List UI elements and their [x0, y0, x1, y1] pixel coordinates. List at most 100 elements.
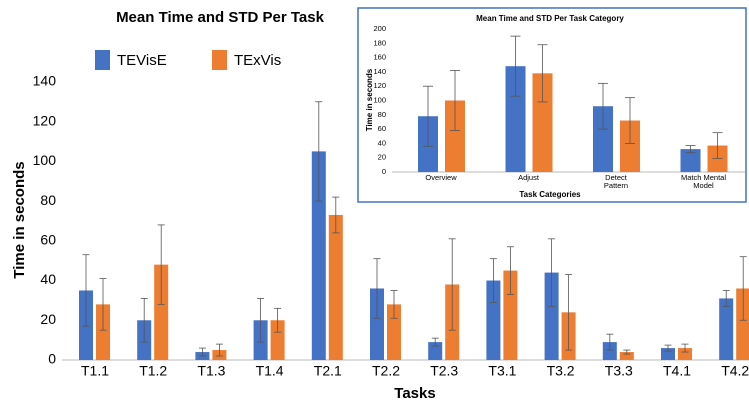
x-tick-label: T3.3: [605, 363, 633, 379]
error-bar: [739, 256, 747, 321]
x-tick-label-box: Overview: [425, 174, 457, 182]
error-bar: [681, 343, 689, 353]
legend-swatch: [212, 50, 227, 70]
bar: [661, 348, 675, 360]
y-tick-label: 120: [33, 112, 57, 128]
bar: [328, 214, 343, 360]
y-tick-label: 140: [33, 73, 57, 89]
error-bar: [99, 278, 107, 331]
error-bar: [448, 238, 456, 331]
bar: [270, 320, 285, 360]
bar: [428, 342, 443, 360]
error-bar: [565, 274, 573, 351]
x-tick-label: T1.2: [139, 363, 167, 379]
y-tick-label: 120: [373, 81, 386, 90]
x-tick-label: T2.2: [372, 363, 400, 379]
error-bar: [257, 298, 265, 343]
bar: [620, 120, 640, 172]
bar: [680, 149, 701, 172]
x-tick-label: T1.1: [81, 363, 109, 379]
bar: [602, 342, 617, 360]
bar: [311, 151, 326, 360]
error-bar: [685, 145, 696, 154]
x-tick-label: Overview: [425, 174, 457, 182]
error-bar: [431, 337, 439, 347]
error-bar: [548, 238, 556, 307]
x-tick-label-box: Adjust: [518, 174, 539, 182]
error-bar: [423, 85, 433, 147]
x-tick-label: T1.4: [256, 363, 284, 379]
y-tick-label: 20: [40, 311, 56, 327]
error-bar: [450, 70, 460, 131]
chart-title: Mean Time and STD Per Task: [116, 9, 325, 26]
bar: [678, 348, 692, 360]
y-axis-label: Time in seconds: [11, 161, 28, 278]
x-tick-label: T3.1: [488, 363, 516, 379]
error-bar: [332, 196, 340, 234]
x-tick-label: Match Mental Model: [680, 174, 727, 190]
error-bar: [625, 97, 635, 144]
error-bar: [82, 254, 90, 327]
error-bar: [198, 347, 206, 357]
x-tick-label-box: Detect Pattern: [603, 174, 629, 190]
x-tick-label-box: Match Mental Model: [680, 174, 727, 190]
legend-label: TEVisE: [117, 52, 167, 69]
y-tick-label: 80: [40, 192, 56, 208]
bar: [593, 106, 613, 172]
y-tick-label: 20: [378, 153, 386, 162]
error-bar: [664, 344, 672, 352]
bar: [503, 270, 518, 360]
y-tick-label: 160: [373, 53, 386, 62]
bar: [619, 352, 634, 360]
bar: [486, 280, 501, 360]
bar: [532, 73, 553, 172]
y-axis-label: Time in seconds: [365, 68, 374, 131]
x-axis-label: Tasks: [394, 385, 435, 402]
y-tick-label: 40: [40, 271, 56, 287]
bar: [154, 264, 169, 360]
error-bar: [606, 333, 614, 351]
error-bar: [373, 258, 381, 319]
bar: [445, 100, 465, 172]
error-bar: [489, 258, 497, 303]
error-bar: [140, 298, 148, 343]
y-tick-label: 200: [373, 24, 386, 33]
x-tick-label: T2.1: [314, 363, 342, 379]
y-tick-label: 100: [33, 152, 57, 168]
bar: [719, 298, 734, 360]
error-bar: [215, 343, 223, 357]
legend-label: TExVis: [234, 52, 281, 69]
error-bar: [315, 101, 323, 202]
chart-title: Mean Time and STD Per Task Category: [476, 14, 624, 23]
y-tick-label: 80: [378, 110, 386, 119]
x-tick-label: T2.3: [430, 363, 458, 379]
error-bar: [598, 82, 608, 130]
bar: [544, 272, 559, 360]
bar: [736, 288, 749, 360]
error-bar: [506, 246, 514, 295]
bar: [505, 66, 526, 172]
error-bar: [722, 290, 730, 307]
y-tick-label: 0: [382, 167, 386, 176]
y-tick-label: 180: [373, 38, 386, 47]
error-bar: [510, 35, 521, 97]
x-tick-label: T1.3: [197, 363, 225, 379]
y-tick-label: 140: [373, 67, 386, 76]
x-tick-label: T3.2: [547, 363, 575, 379]
y-tick-label: 40: [378, 138, 386, 147]
legend-swatch: [95, 50, 110, 70]
x-tick-label: T4.1: [663, 363, 691, 379]
x-tick-label: T4.2: [721, 363, 749, 379]
error-bar: [157, 224, 165, 305]
x-tick-label: Detect Pattern: [603, 174, 629, 190]
y-tick-label: 100: [373, 95, 386, 104]
bar: [370, 288, 384, 360]
x-axis-label: Task Categories: [519, 190, 581, 199]
error-bar: [537, 44, 548, 103]
y-tick-label: 0: [48, 351, 56, 367]
error-bar: [390, 290, 398, 319]
bar: [96, 304, 110, 360]
x-tick-label: Adjust: [518, 174, 539, 182]
y-tick-label: 60: [40, 232, 56, 248]
